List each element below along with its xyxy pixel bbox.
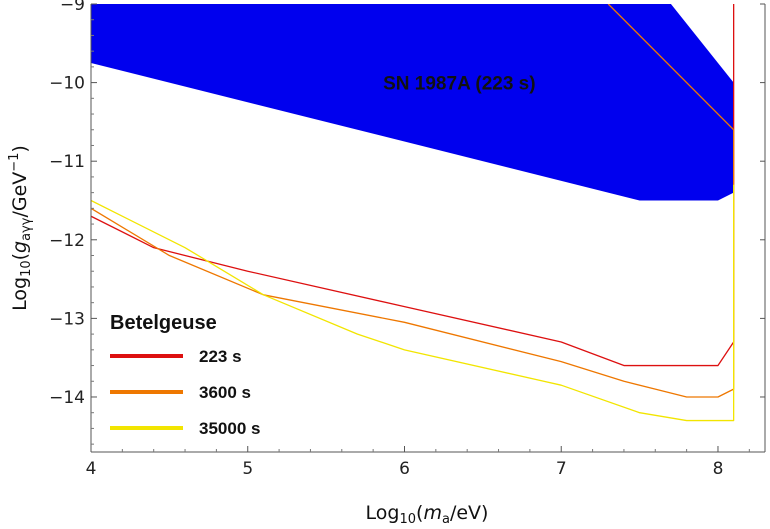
y-title-var: g: [9, 241, 31, 253]
y-title-prefix: Log: [9, 277, 31, 311]
y-tick-label-1: −10: [49, 74, 85, 94]
x-tick-label-2: 6: [399, 459, 410, 479]
y-tick-label-4: −13: [49, 309, 85, 329]
series-line-4: [607, 4, 735, 131]
series-line-2: [91, 129, 735, 398]
x-tick-label-1: 5: [242, 459, 253, 479]
x-axis-title: Log10(ma/eV): [366, 502, 489, 527]
x-title-prefix: Log: [366, 502, 400, 524]
legend-label-3: 35000 s: [199, 419, 260, 438]
exclusion-region: [91, 4, 734, 201]
sn1987a-region: [91, 4, 734, 201]
y-tick-label-5: −14: [49, 388, 85, 408]
y-title-close: ): [9, 145, 31, 152]
x-title-rest: /eV): [450, 502, 489, 524]
x-title-var-sub: a: [442, 512, 450, 527]
x-title-open: (: [416, 502, 423, 524]
y-axis-title: Log10(gaγγ/GeV−1): [7, 145, 34, 311]
x-tick-label-0: 4: [86, 459, 97, 479]
y-title-sub: 10: [19, 260, 34, 277]
series-line-1: [91, 4, 735, 367]
x-tick-label-4: 8: [713, 459, 724, 479]
y-title-open: (: [9, 253, 31, 260]
x-title-var: m: [423, 502, 442, 524]
y-tick-label-0: −9: [60, 0, 85, 15]
y-title-sup: −1: [7, 153, 22, 172]
plot-frame: [90, 4, 766, 453]
y-title-rest: /GeV: [9, 172, 31, 218]
y-tick-label-2: −11: [49, 152, 85, 172]
legend-label-2: 3600 s: [199, 383, 251, 402]
y-tick-label-3: −12: [49, 231, 85, 251]
series-line-3: [91, 184, 735, 422]
legend: Betelgeuse 223 s 3600 s 35000 s: [110, 312, 260, 438]
y-title-var-sub: aγγ: [19, 217, 34, 241]
series-layer: [91, 4, 735, 422]
region-annotation: SN 1987A (223 s): [383, 74, 535, 95]
x-tick-label-3: 7: [556, 459, 567, 479]
ticks-layer: 4 5 6 7 8 −9 −10 −11 −12 −13 −14: [49, 0, 765, 479]
legend-label-1: 223 s: [199, 347, 242, 366]
legend-title: Betelgeuse: [110, 312, 217, 334]
x-title-sub: 10: [399, 512, 416, 527]
